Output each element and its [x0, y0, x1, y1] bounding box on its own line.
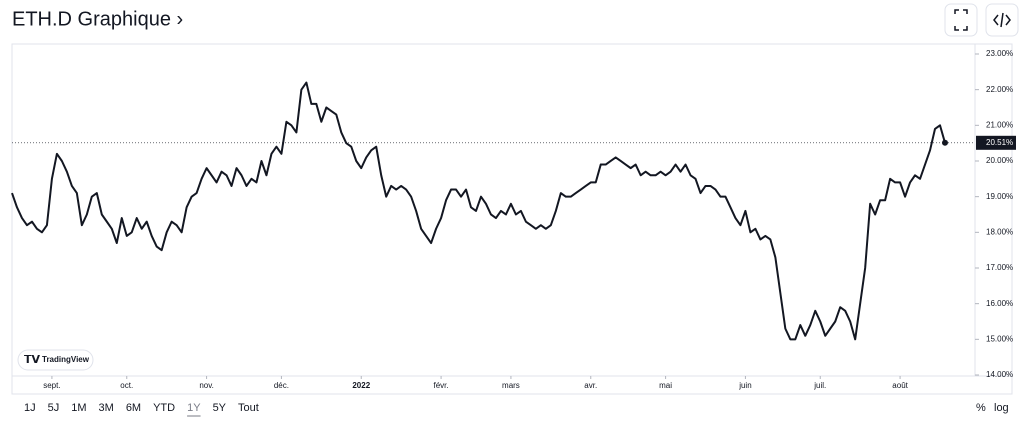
y-tick-label: 19.00% [986, 192, 1013, 201]
percent-toggle[interactable]: % [976, 402, 986, 414]
y-tick-label: 18.00% [986, 227, 1013, 236]
y-tick-label: 16.00% [986, 299, 1013, 308]
range-button[interactable]: 1J [24, 402, 36, 414]
range-button[interactable]: 1Y [187, 402, 201, 414]
y-tick-label: 17.00% [986, 263, 1013, 272]
logo-badge[interactable] [17, 349, 94, 371]
last-point [941, 139, 948, 146]
range-button[interactable]: Tout [238, 402, 259, 414]
chart-frame [11, 43, 1013, 395]
range-button[interactable]: 5J [48, 402, 60, 414]
embed-icon [993, 12, 1011, 28]
y-tick-label: 20.00% [986, 156, 1013, 165]
x-tick-label: nov. [199, 381, 214, 390]
range-bar: 1J 5J 1M 3M 6M YTD 1Y 5Y Tout% log [24, 402, 1009, 417]
price-line-series [11, 81, 946, 341]
range-button[interactable]: 6M [126, 402, 141, 414]
x-tick-label: juin [738, 381, 751, 390]
range-button[interactable]: 5Y [213, 402, 227, 414]
x-tick-label: mai [659, 381, 672, 390]
range-button[interactable]: 1M [71, 402, 86, 414]
log-toggle[interactable]: log [994, 402, 1009, 414]
y-tick-label: 22.00% [986, 85, 1013, 94]
plot: 14.00% 15.00% 16.00% 17.00% 18.00% 19.00% 20.0… [11, 49, 1016, 390]
y-tick-label: 23.00% [986, 49, 1013, 58]
x-tick-label: févr. [434, 381, 449, 390]
range-button[interactable]: YTD [153, 402, 175, 414]
x-tick-label: 2022 [352, 381, 370, 390]
y-tick-label: 14.00% [986, 370, 1013, 379]
range-button[interactable]: 3M [99, 402, 114, 414]
price-label: 20.51% [986, 138, 1013, 147]
price-label-bg [976, 135, 1016, 150]
x-tick-label: sept. [43, 381, 60, 390]
x-tick-label: déc. [274, 381, 289, 390]
x-tick-label: oct. [120, 381, 133, 390]
x-tick-label: juil. [813, 381, 826, 390]
x-tick-label: août [892, 381, 908, 390]
x-tick-label: avr. [584, 381, 597, 390]
logo-text: TradingView [42, 355, 90, 364]
page-title[interactable]: ETH.D Graphique › [12, 8, 183, 30]
fullscreen-icon [954, 9, 968, 31]
y-tick-label: 21.00% [986, 120, 1013, 129]
x-tick-label: mars [502, 381, 520, 390]
fullscreen-button[interactable] [944, 3, 978, 37]
logo-mark: 𝗧𝗩 [24, 354, 41, 366]
y-tick-label: 15.00% [986, 334, 1013, 343]
